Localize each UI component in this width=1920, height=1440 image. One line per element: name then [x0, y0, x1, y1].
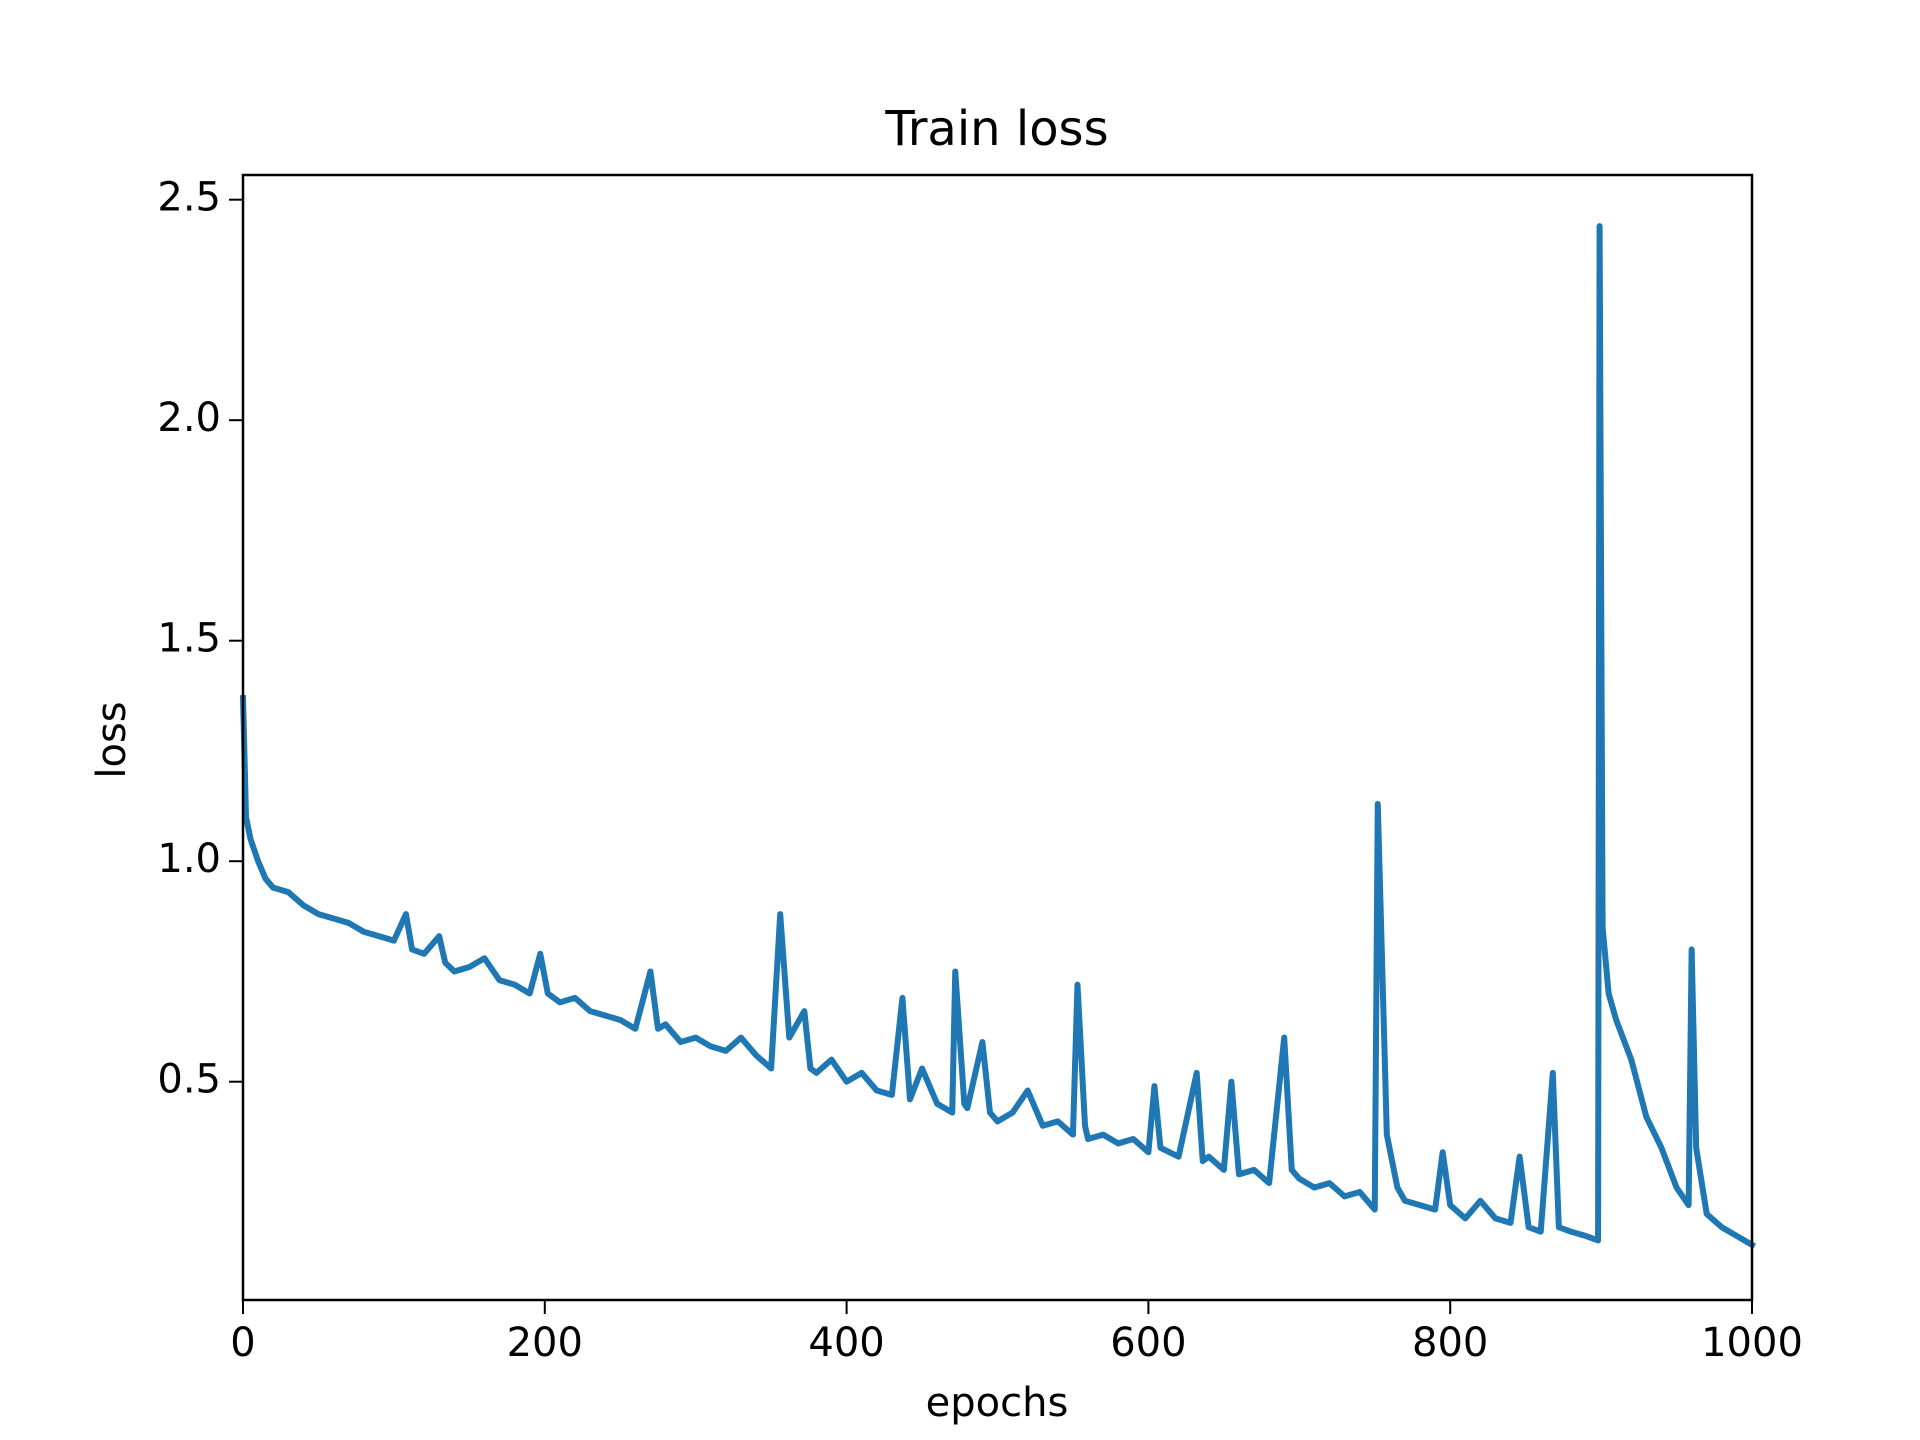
- y-tick-label: 1.5: [157, 616, 221, 662]
- x-axis-label: epochs: [926, 1380, 1069, 1426]
- x-tick-label: 200: [507, 1320, 583, 1366]
- x-tick-label: 1000: [1701, 1320, 1803, 1366]
- y-axis-label: loss: [89, 701, 135, 778]
- x-tick-label: 800: [1412, 1320, 1488, 1366]
- plot-frame: [241, 173, 1754, 1302]
- chart-title: Train loss: [884, 101, 1108, 157]
- y-tick-label: 0.5: [157, 1057, 221, 1103]
- y-tick-label: 2.5: [157, 175, 221, 221]
- y-tick-label: 2.0: [157, 395, 221, 441]
- x-tick-label: 400: [808, 1320, 884, 1366]
- loss-line: [239, 223, 1757, 1249]
- x-tick-label: 600: [1110, 1320, 1186, 1366]
- x-tick-label: 0: [230, 1320, 255, 1366]
- y-tick-label: 1.0: [157, 836, 221, 882]
